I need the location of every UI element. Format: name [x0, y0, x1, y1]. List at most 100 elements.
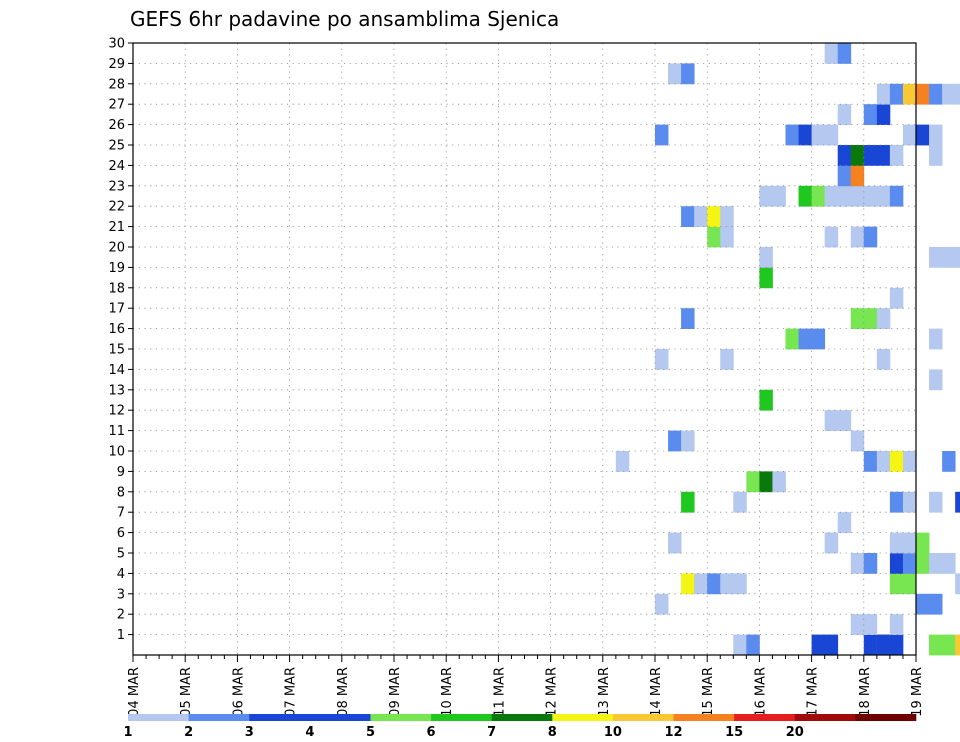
heatmap-cell — [863, 553, 878, 574]
y-tick-label: 17 — [108, 302, 125, 317]
colorbar-label: 7 — [487, 725, 496, 740]
heatmap-cell — [863, 145, 878, 166]
colorbar-label: 2 — [184, 725, 193, 740]
heatmap-cell — [681, 63, 695, 85]
heatmap-cell — [824, 43, 839, 64]
heatmap-cell — [929, 83, 943, 105]
heatmap-cell — [850, 145, 865, 166]
heatmap-cell — [916, 593, 930, 615]
heatmap-cell — [668, 430, 682, 452]
heatmap-cell — [798, 124, 812, 146]
x-tick-label: 14 MAR — [649, 667, 664, 717]
heatmap-cell — [811, 185, 826, 207]
heatmap-cell — [889, 451, 904, 472]
heatmap-cell — [720, 573, 734, 595]
heatmap-cell — [876, 308, 891, 329]
y-tick-label: 9 — [117, 465, 125, 480]
heatmap-cell — [942, 451, 956, 472]
heatmap-cell — [720, 206, 734, 227]
heatmap-cell — [889, 532, 904, 554]
heatmap-cell — [876, 634, 891, 656]
heatmap-cell — [837, 165, 852, 187]
y-tick-label: 3 — [117, 587, 125, 602]
heatmap-cell — [876, 145, 891, 166]
y-tick-label: 30 — [108, 37, 125, 52]
y-tick-label: 6 — [117, 526, 125, 541]
heatmap-cell — [876, 104, 891, 125]
heatmap-cell — [863, 634, 878, 656]
heatmap-cell — [889, 145, 904, 166]
x-tick-label: 19 MAR — [910, 667, 925, 717]
heatmap-cell — [811, 328, 826, 350]
x-tick-label: 10 MAR — [440, 667, 455, 717]
heatmap-cell — [681, 573, 695, 595]
heatmap-cell — [681, 430, 695, 452]
heatmap-cell — [863, 226, 878, 248]
heatmap-cell — [902, 491, 917, 513]
heatmap-cell — [746, 471, 760, 493]
heatmap-cell — [694, 573, 708, 595]
heatmap-cell — [850, 185, 865, 207]
heatmap-cell — [824, 634, 839, 656]
heatmap-cell — [707, 206, 721, 227]
y-tick-label: 24 — [108, 159, 125, 174]
heatmap-cell — [798, 185, 812, 207]
y-tick-label: 15 — [108, 343, 125, 358]
heatmap-cell — [929, 593, 943, 615]
heatmap-cell — [837, 185, 852, 207]
heatmap-cell — [889, 83, 904, 105]
heatmap-cell — [863, 614, 878, 635]
y-tick-label: 8 — [117, 485, 125, 500]
colorbar-label: 5 — [366, 725, 375, 740]
heatmap-cell — [733, 491, 747, 513]
heatmap-cell — [942, 634, 956, 656]
heatmap-cell — [876, 83, 891, 105]
colorbar-swatch — [794, 714, 856, 721]
x-tick-label: 12 MAR — [545, 667, 560, 717]
x-tick-label: 16 MAR — [753, 667, 768, 717]
heatmap-cell — [929, 124, 943, 146]
heatmap-cell — [902, 83, 917, 105]
y-tick-label: 21 — [108, 220, 125, 235]
heatmap-cell — [902, 451, 917, 472]
heatmap-cell — [733, 573, 747, 595]
colorbar-swatch — [552, 714, 614, 721]
heatmap-cell — [889, 287, 904, 309]
colorbar-swatch — [128, 714, 189, 721]
heatmap-cell — [916, 532, 930, 554]
x-tick-label: 11 MAR — [492, 667, 507, 717]
heatmap-cell — [916, 83, 930, 105]
heatmap-cell — [929, 145, 943, 166]
colorbar-label: 10 — [604, 725, 622, 740]
y-tick-label: 16 — [108, 322, 125, 337]
heatmap-cell — [929, 553, 943, 574]
colorbar-label: 3 — [245, 725, 254, 740]
colorbar-label: 20 — [786, 725, 804, 740]
heatmap-cell — [837, 104, 852, 125]
x-tick-label: 04 MAR — [127, 667, 142, 717]
y-tick-label: 14 — [108, 363, 125, 378]
colorbar-label: 4 — [305, 725, 314, 740]
heatmap-cell — [850, 553, 865, 574]
heatmap-cell — [681, 206, 695, 227]
x-tick-label: 18 MAR — [858, 667, 873, 717]
y-tick-label: 13 — [108, 383, 125, 398]
x-tick-label: 13 MAR — [597, 667, 612, 717]
heatmap-cell — [902, 573, 917, 595]
heatmap-cell — [824, 124, 839, 146]
heatmap-cell — [785, 328, 799, 350]
x-tick-label: 09 MAR — [388, 667, 403, 717]
heatmap-cell — [837, 410, 852, 431]
heatmap-cell — [902, 124, 917, 146]
heatmap-cell — [772, 471, 786, 493]
x-tick-label: 05 MAR — [179, 667, 194, 717]
heatmap-cell — [916, 124, 930, 146]
heatmap-cell — [837, 145, 852, 166]
heatmap-cell — [615, 451, 630, 472]
heatmap-cell — [850, 308, 865, 329]
heatmap-cells — [615, 43, 960, 656]
colorbar-swatch — [188, 714, 250, 721]
y-tick-label: 19 — [108, 261, 125, 276]
y-tick-label: 2 — [117, 608, 125, 623]
colorbar-label: 1 — [123, 725, 132, 740]
